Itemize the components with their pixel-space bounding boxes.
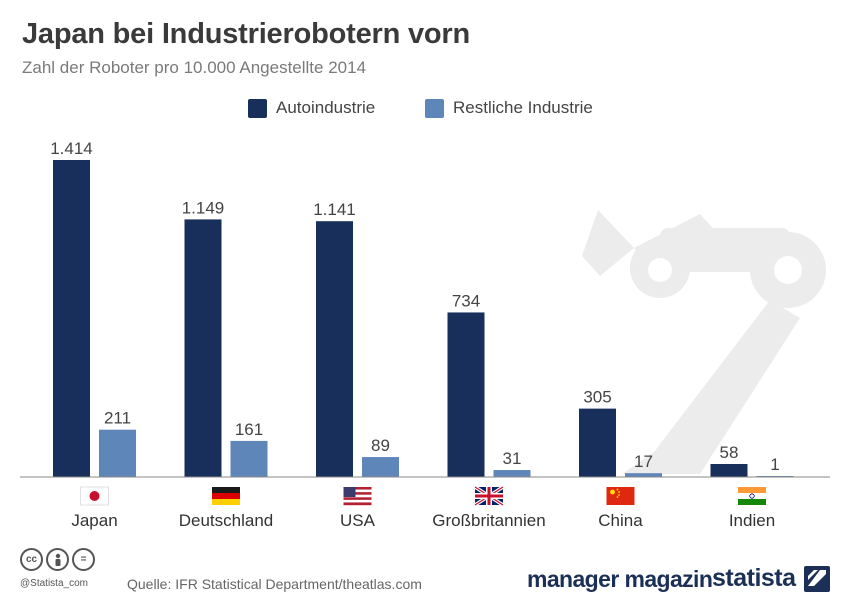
bar-auto-gro-britannien [447,312,485,477]
legend-item-rest: Restliche Industrie [425,98,593,118]
value-label-rest-china: 17 [634,452,653,471]
bar-auto-deutschland [184,219,222,477]
uk-flag-icon [474,485,504,507]
bar-auto-japan [53,160,90,477]
statista-logo: statista [712,564,796,592]
value-label-rest-japan: 211 [104,409,131,428]
china-flag-icon [606,487,635,505]
attribution-icon [46,548,69,571]
category-label-usa: USA [340,511,376,530]
flags-layer [80,485,766,507]
value-label-auto-japan: 1.414 [50,139,93,158]
value-label-rest-gro-britannien: 31 [503,449,522,468]
category-label-japan: Japan [71,511,117,530]
chart-title: Japan bei Industrierobotern vorn [22,18,470,50]
labels-layer: 1.414 211 1.149 161 1.141 89 734 31 305 17 58 1 [50,139,780,474]
manager-magazin-logo: manager magazin [527,566,713,592]
category-labels: Japan Deutschland USA Großbritannien China In… [71,511,775,530]
legend-label-auto: Autoindustrie [276,98,376,117]
statista-logo-icon [804,566,830,592]
legend-item-auto: Autoindustrie [248,98,375,118]
bar-rest-japan [99,429,136,477]
bar-auto-china [579,408,616,477]
no-derivatives-icon: = [72,548,95,571]
value-label-rest-usa: 89 [371,436,390,455]
statista-credit: @Statista_com [20,578,88,589]
value-label-rest-deutschland: 161 [235,420,263,439]
chart-subtitle: Zahl der Roboter pro 10.000 Angestellte … [22,58,367,77]
india-flag-icon [738,487,766,505]
germany-flag-icon [212,487,240,505]
bar-auto-indien [710,463,748,477]
creative-commons-icon: cc [20,548,43,571]
category-label-deutschland: Deutschland [179,511,274,530]
source-note: Quelle: IFR Statistical Department/theat… [127,576,422,592]
value-label-auto-deutschland: 1.149 [182,198,225,217]
legend-swatch-rest [425,98,444,118]
legend-swatch-auto [248,98,267,118]
category-label-gro-britannien: Großbritannien [432,511,545,530]
usa-flag-icon [343,487,372,506]
value-label-auto-usa: 1.141 [313,200,356,219]
bar-rest-usa [362,457,399,477]
bar-auto-usa [316,221,353,477]
bar-rest-china [625,473,662,477]
value-label-auto-gro-britannien: 734 [452,291,480,310]
category-label-indien: Indien [729,511,775,530]
legend-label-rest: Restliche Industrie [453,98,593,117]
legend: Autoindustrie Restliche Industrie [0,98,850,122]
value-label-auto-china: 305 [583,388,611,407]
bars-layer [53,160,794,477]
category-label-china: China [598,511,643,530]
bar-rest-gro-britannien [493,470,531,477]
japan-flag-icon [80,486,109,506]
value-label-auto-indien: 58 [720,443,739,462]
robot-arm-watermark-icon [582,210,826,474]
robot-arm-watermark-holes [648,256,802,284]
bar-rest-deutschland [230,440,268,477]
value-label-rest-indien: 1 [770,455,779,474]
cc-license-icons: cc = [20,548,95,571]
